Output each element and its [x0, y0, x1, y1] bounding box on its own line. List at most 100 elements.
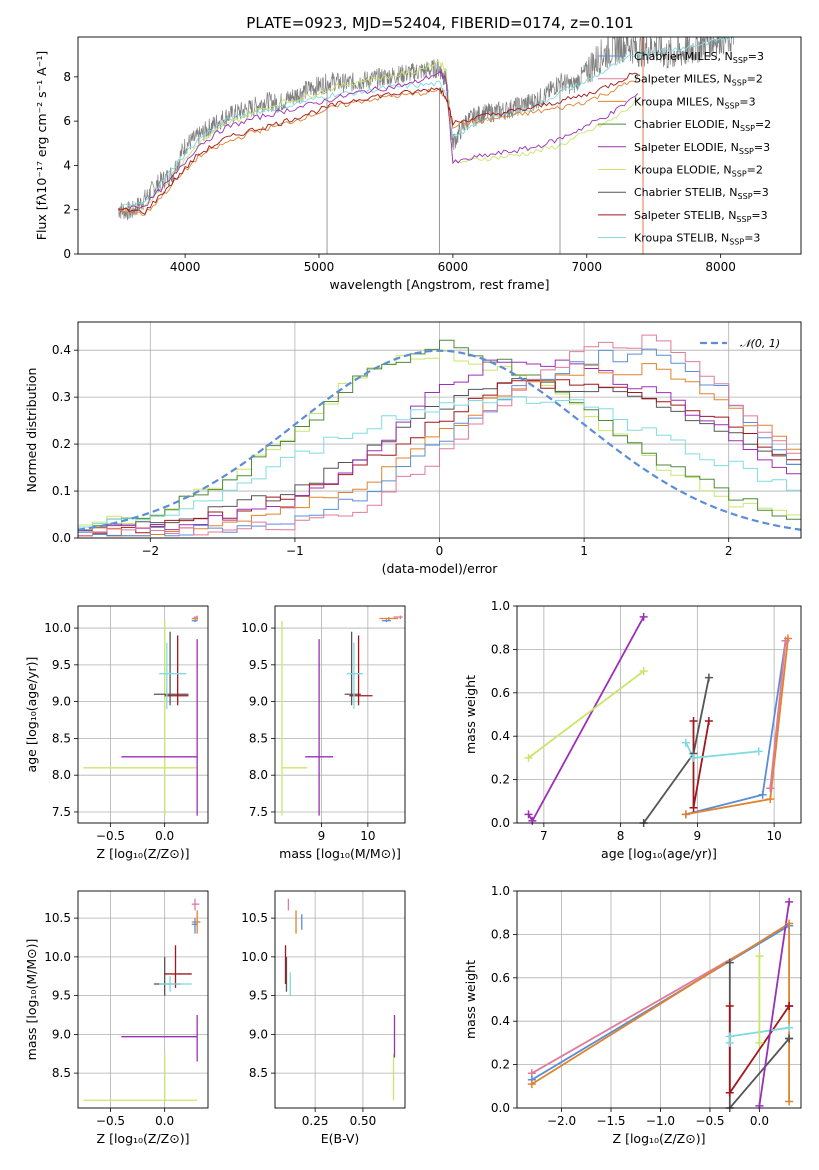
x-tick-label: 8000: [705, 260, 736, 274]
x-tick-label: 9: [318, 829, 326, 843]
x-tick-label: −1.5: [596, 1114, 625, 1128]
errorbar-salpeter_stelib: [349, 635, 373, 706]
plot-area: [281, 615, 403, 816]
legend-tail: =3: [754, 141, 770, 154]
weight-marker-kroupa_miles: [527, 1080, 536, 1089]
legend-tail: =3: [744, 232, 760, 245]
legend-text: Chabrier MILES, N: [634, 50, 733, 63]
legend-sub: SSP: [738, 192, 753, 201]
x-tick-label: 0.0: [155, 829, 174, 843]
x-tick-label: 10: [360, 829, 375, 843]
legend-sub: SSP: [739, 147, 754, 156]
plot-area: [531, 901, 790, 1108]
weight-marker-kroupa_miles: [785, 1097, 794, 1106]
y-axis-label: Flux [fλ10⁻¹⁷ erg cm⁻² s⁻¹ A⁻¹]: [34, 51, 49, 240]
x-tick-label: 9: [694, 829, 702, 843]
y-tick-label: 9.0: [52, 1027, 71, 1041]
x-tick-label: 0.50: [350, 1114, 377, 1128]
x-axis-label: E(B-V): [321, 1131, 360, 1146]
errorbar-kroupa_elodie: [83, 620, 198, 816]
legend-sub: SSP: [740, 124, 755, 133]
y-tick-label: 0.1: [52, 484, 71, 498]
y-tick-label: 7.5: [249, 805, 268, 819]
x-tick-label: −0.5: [96, 1114, 125, 1128]
x-axis-label: (data-model)/error: [382, 561, 499, 576]
hist-salpeter_stelib: [78, 379, 801, 537]
y-axis-label: mass weight: [463, 960, 478, 1039]
axes-frame: [274, 605, 406, 824]
y-tick-label: 8.5: [249, 731, 268, 745]
y-tick-label: 9.5: [249, 658, 268, 672]
weight-marker-chabrier_stelib: [725, 958, 734, 967]
legend-sub: SSP: [733, 56, 748, 65]
errorbar-kroupa_elodie: [83, 1053, 198, 1101]
weight-marker-salpeter_stelib: [689, 803, 698, 812]
y-tick-label: 1.0: [491, 884, 510, 898]
legend-tail: =3: [748, 50, 764, 63]
panel-age_vs_mass: 9 10 7.5 8.0 8.5 9.0 9.5 10.0 mass [log₁₀(M/M⊙)]: [241, 606, 405, 861]
plot-area: [117, 37, 734, 254]
x-tick-label: −1.0: [646, 1114, 675, 1128]
y-tick-label: 0.8: [491, 642, 510, 656]
legend-label-chabrier_elodie: Chabrier ELODIE, NSSP=2: [634, 118, 771, 133]
panel-weight_vs_age: 7 8 9 10 0.0 0.2 0.4 0.6 0.8 1.0 age [log₁₀(age/yr…: [463, 599, 801, 861]
legend-sub: SSP: [729, 238, 744, 247]
legend-label-chabrier_stelib: Chabrier STELIB, NSSP=3: [634, 186, 769, 201]
panel-age_vs_Z: −0.5 0.0 7.5 8.0 8.5 9.0 9.5 10.0 Z [log₁₀(Z/Z⊙)…: [24, 606, 208, 861]
legend-sub: SSP: [724, 101, 739, 110]
errorbar-kroupa_stelib: [159, 642, 187, 709]
normal-curve: [78, 349, 801, 531]
weight-marker-salpeter_elodie: [785, 897, 794, 906]
legend-text: Kroupa ELODIE, N: [634, 164, 732, 177]
y-tick-label: 0: [63, 247, 71, 261]
legend-label-kroupa_miles: Kroupa MILES, NSSP=3: [634, 95, 756, 110]
y-tick-label: 0.0: [52, 531, 71, 545]
y-tick-label: 0.2: [491, 1058, 510, 1072]
y-tick-label: 4: [63, 158, 71, 172]
hist-salpeter_elodie: [78, 359, 801, 535]
x-axis-label: Z [log₁₀(Z/Z⊙)]: [97, 1131, 190, 1146]
errorbar-kroupa_stelib: [346, 642, 364, 709]
weight-marker-chabrier_stelib: [785, 1034, 794, 1043]
y-tick-label: 10.0: [44, 621, 71, 635]
errorbar-salpeter_elodie: [121, 639, 198, 816]
weight-line-salpeter_miles: [769, 640, 787, 789]
y-tick-label: 0.0: [491, 816, 510, 830]
y-tick-label: 10.5: [241, 911, 268, 925]
spectrum-line-kroupa_stelib: [117, 37, 733, 210]
errorbar-salpeter_stelib: [164, 945, 192, 988]
weight-marker-kroupa_elodie: [755, 1038, 764, 1047]
legend-sub: SSP: [736, 215, 751, 224]
errorbar-salpeter_elodie: [121, 1015, 198, 1062]
weight-marker-salpeter_elodie: [639, 612, 648, 621]
axes-frame: [77, 321, 802, 539]
x-tick-label: 6000: [438, 260, 469, 274]
weight-marker-salpeter_stelib: [785, 1002, 794, 1011]
y-tick-label: 6: [63, 114, 71, 128]
y-tick-label: 0.4: [491, 1014, 510, 1028]
x-axis-label: Z [log₁₀(Z/Z⊙)]: [97, 846, 190, 861]
errorbar-salpeter_miles: [191, 898, 200, 911]
axes-frame: [77, 890, 209, 1109]
y-tick-label: 9.5: [52, 658, 71, 672]
panel-weight_vs_Z: −2.0 −1.5 −1.0 −0.5 0.0 0.0 0.2 0.4 0.6 0.8 1.0 Z […: [463, 884, 801, 1146]
weight-marker-kroupa_stelib: [754, 747, 763, 756]
errorbar-kroupa_miles: [191, 910, 201, 934]
y-tick-label: 9.0: [249, 695, 268, 709]
x-tick-label: 0.0: [155, 1114, 174, 1128]
weight-marker-salpeter_stelib: [689, 717, 698, 726]
legend-label-chabrier_miles: Chabrier MILES, NSSP=3: [634, 50, 764, 65]
x-tick-label: 1: [580, 544, 588, 558]
weight-marker-salpeter_miles: [766, 784, 775, 793]
panel-spectrum: 4000 5000 6000 7000 8000 0 2 4 6 8 wavelength [Ang…: [34, 37, 771, 292]
x-tick-label: 5000: [304, 260, 335, 274]
legend-label-kroupa_stelib: Kroupa STELIB, NSSP=3: [634, 232, 760, 247]
y-tick-label: 0.6: [491, 686, 510, 700]
x-tick-label: 2: [725, 544, 733, 558]
y-tick-label: 7.5: [52, 805, 71, 819]
plot-area: [83, 898, 201, 1101]
legend-text: Chabrier ELODIE, N: [634, 118, 740, 131]
plot-area: [284, 898, 396, 1101]
weight-line-salpeter_stelib: [692, 720, 710, 808]
